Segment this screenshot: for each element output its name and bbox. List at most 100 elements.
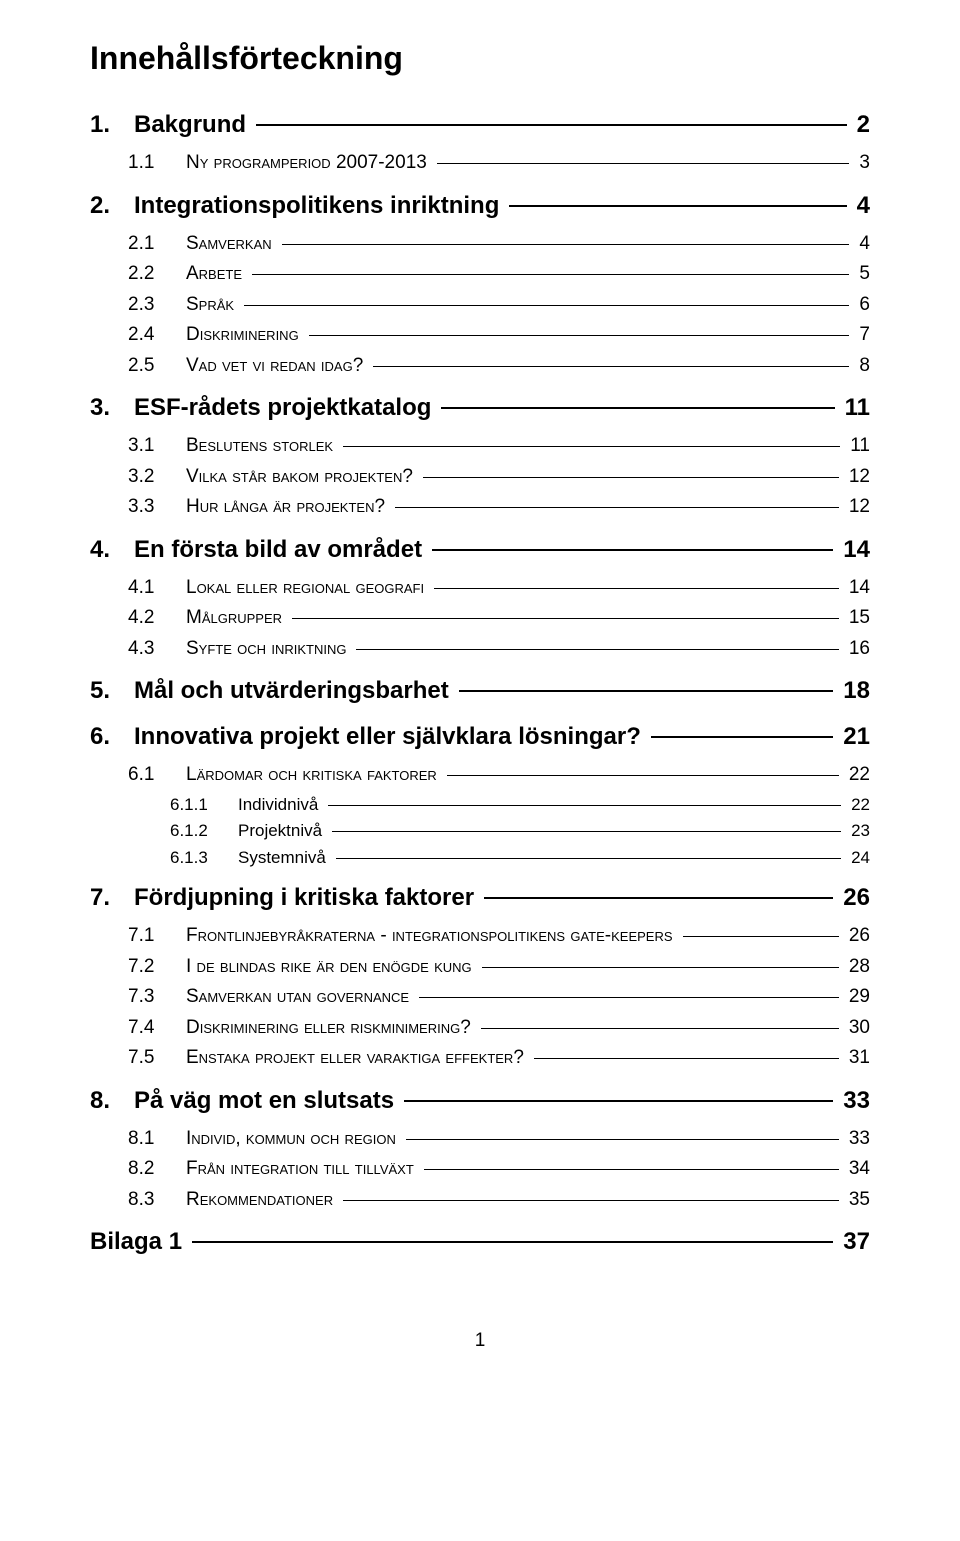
toc-entry-label: Språk	[186, 291, 240, 320]
toc-entry: 4.2Målgrupper 15	[90, 604, 870, 633]
toc-entry-number: 7.3	[128, 983, 186, 1012]
toc-leader-line	[404, 1100, 833, 1102]
toc-entry-number: 7.	[90, 880, 134, 916]
toc-entry-number: 4.2	[128, 604, 186, 633]
toc-entry-page: 35	[843, 1186, 870, 1215]
toc-entry: 4.En första bild av området14	[90, 532, 870, 568]
toc-entry: 1.Bakgrund2	[90, 107, 870, 143]
toc-entry-page: 12	[843, 493, 870, 522]
toc-entry: 7.1Frontlinjebyråkraterna - integrations…	[90, 922, 870, 951]
toc-entry-number: 7.5	[128, 1044, 186, 1073]
toc-entry: 2.2Arbete 5	[90, 260, 870, 289]
toc-leader-line	[419, 997, 839, 998]
toc-entry: 3.ESF-rådets projektkatalog11	[90, 390, 870, 426]
toc-entry: 3.3Hur långa är projekten? 12	[90, 493, 870, 522]
toc-entry-page: 24	[845, 845, 870, 871]
toc-entry-number: 8.	[90, 1083, 134, 1119]
toc-entry-page: 34	[843, 1155, 870, 1184]
toc-entry-page: 2	[851, 107, 870, 143]
toc-entry-label: Diskriminering eller riskminimering?	[186, 1014, 477, 1043]
toc-entry-number: 2.	[90, 188, 134, 224]
toc-leader-line	[282, 244, 850, 245]
toc-entry-number: 2.2	[128, 260, 186, 289]
toc-entry-label: Projektnivå	[238, 818, 328, 844]
toc-leader-line	[343, 1200, 839, 1201]
toc-entry-label: Frontlinjebyråkraterna - integrationspol…	[186, 922, 679, 951]
toc-entry-page: 5	[853, 260, 870, 289]
document-page: Innehållsförteckning 1.Bakgrund21.1Ny pr…	[0, 0, 960, 1412]
toc-entry: 2.3Språk6	[90, 291, 870, 320]
toc-entry: 6.1Lärdomar och kritiska faktorer22	[90, 761, 870, 790]
toc-entry: 2.5Vad vet vi redan idag?8	[90, 352, 870, 381]
toc-leader-line	[432, 549, 833, 551]
toc-entry-number: 6.1.1	[170, 792, 238, 818]
toc-entry: 7.4Diskriminering eller riskminimering?3…	[90, 1014, 870, 1043]
toc-entry: 4.3Syfte och inriktning 16	[90, 635, 870, 664]
toc-entry: 6.1.3Systemnivå24	[90, 845, 870, 871]
toc-entry-page: 26	[837, 880, 870, 916]
toc-entry: Bilaga 1 37	[90, 1224, 870, 1260]
toc-entry-label: Enstaka projekt eller varaktiga effekter…	[186, 1044, 530, 1073]
toc-entry-label: Syfte och inriktning	[186, 635, 352, 664]
toc-entry: 7.3Samverkan utan governance29	[90, 983, 870, 1012]
toc-entry: 6.1.2Projektnivå23	[90, 818, 870, 844]
toc-entry: 3.1Beslutens storlek11	[90, 432, 870, 461]
toc-leader-line	[651, 736, 833, 738]
toc-entry: 1.1Ny programperiod 2007-20133	[90, 149, 870, 178]
toc-leader-line	[509, 205, 846, 207]
toc-entry-number: 2.4	[128, 321, 186, 350]
toc-entry: 7.5Enstaka projekt eller varaktiga effek…	[90, 1044, 870, 1073]
toc-leader-line	[437, 163, 850, 164]
toc-entry-label: Ny programperiod 2007-2013	[186, 149, 433, 178]
toc-entry-page: 16	[843, 635, 870, 664]
toc-leader-line	[373, 366, 849, 367]
toc-leader-line	[423, 477, 839, 478]
toc-leader-line	[356, 649, 838, 650]
toc-entry-number: 1.	[90, 107, 134, 143]
toc-entry-page: 21	[837, 719, 870, 755]
page-number: 1	[90, 1330, 870, 1352]
toc-entry-number: 8.3	[128, 1186, 186, 1215]
toc-entry-label: Systemnivå	[238, 845, 332, 871]
toc-entry-page: 37	[837, 1224, 870, 1260]
toc-entry-page: 33	[837, 1083, 870, 1119]
toc-entry-label: Vilka står bakom projekten?	[186, 463, 419, 492]
toc-entry: 4.1Lokal eller regional geografi14	[90, 574, 870, 603]
toc-entry-label: Arbete	[186, 260, 248, 289]
toc-entry-label: Bilaga 1	[90, 1224, 188, 1260]
toc-leader-line	[441, 407, 834, 409]
toc-entry-number: 4.3	[128, 635, 186, 664]
toc-entry-label: Fördjupning i kritiska faktorer	[134, 880, 480, 916]
toc-entry-number: 8.1	[128, 1125, 186, 1154]
toc-entry-number: 2.5	[128, 352, 186, 381]
toc-entry-label: En första bild av området	[134, 532, 428, 568]
toc-entry-page: 4	[851, 188, 870, 224]
toc-entry-number: 3.2	[128, 463, 186, 492]
toc-entry-page: 30	[843, 1014, 870, 1043]
toc-entry-label: Målgrupper	[186, 604, 288, 633]
toc-leader-line	[395, 507, 839, 508]
toc-entry-page: 18	[837, 673, 870, 709]
toc-entry-number: 2.1	[128, 230, 186, 259]
toc-entry: 5.Mål och utvärderingsbarhet18	[90, 673, 870, 709]
toc-entry-label: Hur långa är projekten?	[186, 493, 391, 522]
toc-entry-number: 1.1	[128, 149, 186, 178]
toc-leader-line	[192, 1241, 833, 1243]
toc-leader-line	[256, 124, 847, 126]
toc-leader-line	[292, 618, 839, 619]
toc-leader-line	[343, 446, 840, 447]
toc-entry-label: Lokal eller regional geografi	[186, 574, 430, 603]
toc-leader-line	[534, 1058, 839, 1059]
toc-entry-page: 14	[837, 532, 870, 568]
toc-entry-page: 15	[843, 604, 870, 633]
toc-entry-page: 31	[843, 1044, 870, 1073]
toc-leader-line	[406, 1139, 839, 1140]
toc-entry: 2.1Samverkan4	[90, 230, 870, 259]
toc-entry-page: 22	[843, 761, 870, 790]
toc-entry-label: Integrationspolitikens inriktning	[134, 188, 505, 224]
toc-entry: 3.2Vilka står bakom projekten?12	[90, 463, 870, 492]
toc-entry-label: ESF-rådets projektkatalog	[134, 390, 437, 426]
toc-leader-line	[328, 805, 841, 806]
toc-entry-page: 4	[853, 230, 870, 259]
toc-entry-number: 3.3	[128, 493, 186, 522]
